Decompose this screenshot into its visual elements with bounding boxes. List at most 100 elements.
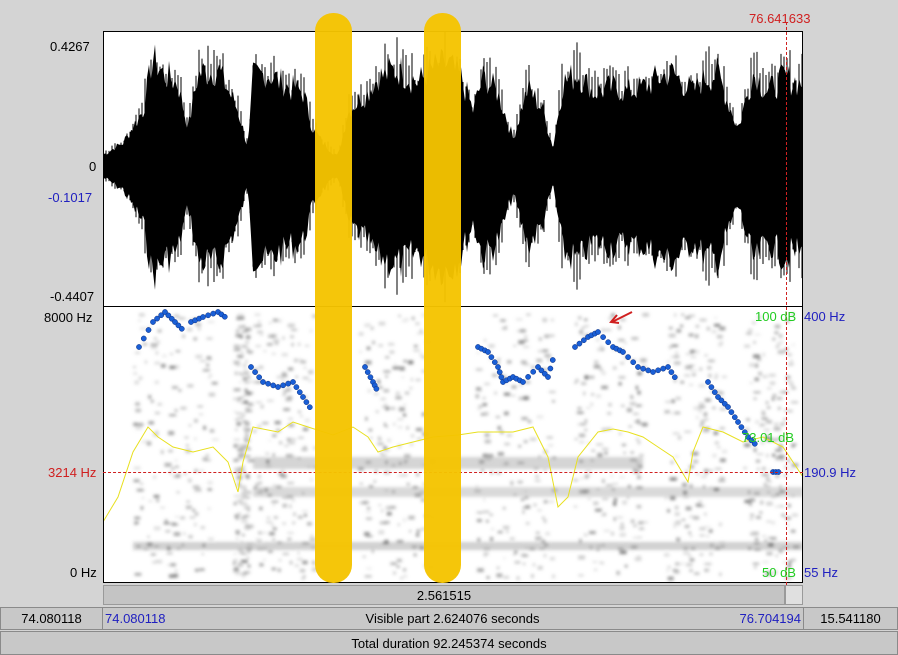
spectrogram-cell [538, 455, 542, 458]
spectrogram-cell [274, 420, 281, 425]
spectrogram-cell [785, 380, 793, 383]
spectrogram-cell [310, 478, 313, 482]
spectrogram-cell [288, 417, 293, 421]
spectrogram-cell [695, 325, 700, 328]
spectrogram-cell [674, 455, 679, 458]
spectrogram-cell [244, 382, 250, 384]
spectrogram-cell [238, 381, 242, 384]
spectrogram-cell [780, 422, 785, 426]
spectrogram-cell [771, 397, 775, 401]
spectrogram-cell [746, 418, 750, 421]
spectrogram-cell [714, 373, 719, 378]
spectrogram-cell [595, 394, 602, 398]
spectrogram-cell [133, 423, 139, 426]
spectrogram-cell [260, 404, 264, 409]
spectrogram-cell [245, 340, 250, 344]
spectrogram-cell [595, 337, 601, 342]
pitch-point [650, 369, 656, 375]
spectrogram-cell [757, 357, 761, 361]
formant-band [253, 487, 802, 497]
spectrogram-cell [403, 403, 406, 406]
spectrogram-cell [403, 454, 411, 458]
spectrogram-cell [620, 522, 624, 527]
pitch-point [738, 424, 745, 430]
spectrogram-cell [134, 522, 137, 527]
total-duration-bar[interactable]: Total duration 92.245374 seconds [0, 631, 898, 655]
spectrogram-cell [172, 386, 178, 389]
spectrogram-cell [753, 397, 757, 400]
spectrogram-cell [537, 509, 542, 512]
spectrogram-cell [634, 557, 642, 561]
spectrogram-cell [397, 418, 404, 421]
spectrogram-cell [182, 334, 185, 338]
spectrogram-cell [184, 436, 189, 439]
spectrogram-cell [134, 573, 142, 576]
spectrogram-cell [421, 313, 426, 318]
spectrogram-cell [139, 327, 147, 330]
spectrogram-cell [698, 409, 703, 413]
spectrogram-cell [290, 328, 298, 331]
spectrogram-cell [713, 431, 719, 435]
spectrogram-cell [186, 500, 190, 503]
spectrogram-cell [717, 446, 721, 449]
spectrogram-cell [201, 552, 205, 556]
pitch-point [162, 309, 168, 315]
spectrogram-cell [282, 336, 285, 340]
spectrogram-cell [271, 500, 279, 503]
spectrogram-cell [243, 514, 250, 518]
spectrogram-cell [138, 313, 145, 317]
spectrogram-cell [630, 395, 633, 398]
spectrogram-cell [235, 418, 238, 421]
spectrogram-cell [698, 500, 703, 503]
spectrogram-cell [244, 506, 251, 510]
spectrogram-cell [757, 315, 761, 320]
spectrogram-cell [618, 432, 622, 435]
visible-part-box[interactable]: 74.080118 Visible part 2.624076 seconds … [102, 607, 804, 630]
spectrogram-cell [767, 437, 772, 442]
spectrogram-cell [791, 444, 795, 448]
spectrogram-cell [173, 315, 180, 317]
spectrogram-cell [207, 507, 211, 511]
spectrogram-cell [721, 449, 728, 454]
spectrogram-cell [165, 530, 171, 533]
right-total-box[interactable]: 15.541180 [803, 607, 898, 630]
spectrogram-cell [704, 569, 708, 572]
spectrogram-cell [520, 553, 526, 557]
spectrogram-cell [482, 403, 487, 406]
spectrogram-cell [756, 467, 760, 471]
spectrogram-cell [688, 555, 692, 558]
spectrogram-cell [233, 552, 237, 555]
spectrogram-cell [525, 381, 531, 384]
pitch-point [576, 340, 583, 347]
spectrogram-cell [546, 436, 553, 439]
spectrogram-cell [532, 563, 536, 567]
spectrogram-cell [241, 373, 245, 376]
spectrogram-cell [524, 335, 528, 338]
spectrogram-cell [624, 564, 628, 568]
spectrogram-cell [245, 359, 248, 364]
spectrogram-cell [622, 500, 627, 505]
pitch-point [545, 374, 551, 380]
spectrogram-cell [493, 314, 499, 317]
left-total-box[interactable]: 74.080118 [0, 607, 103, 630]
spectrogram-cell [585, 407, 591, 409]
spectrogram-cell [207, 377, 211, 379]
pitch-point [136, 344, 142, 350]
pitch-point [165, 312, 172, 319]
spectrogram-cell [151, 399, 154, 403]
spectrogram-cell [383, 370, 391, 373]
spectrogram-cell [510, 481, 514, 486]
spectrogram-cell [246, 556, 249, 560]
spectrogram-cell [141, 440, 149, 444]
spectrogram-cell [719, 326, 726, 331]
pitch-point [364, 369, 371, 375]
selection-bar[interactable]: 2.561515 [103, 585, 785, 605]
spectrogram-cell [601, 562, 605, 564]
spectrogram-cell [484, 382, 490, 385]
spectrogram-cell [695, 415, 699, 420]
spectrogram-cell [707, 366, 712, 370]
spectrogram-cell [766, 434, 770, 437]
selection-bar-remainder[interactable] [785, 585, 803, 605]
spectrogram-cell [246, 474, 250, 479]
spectrogram-cell [541, 539, 546, 544]
